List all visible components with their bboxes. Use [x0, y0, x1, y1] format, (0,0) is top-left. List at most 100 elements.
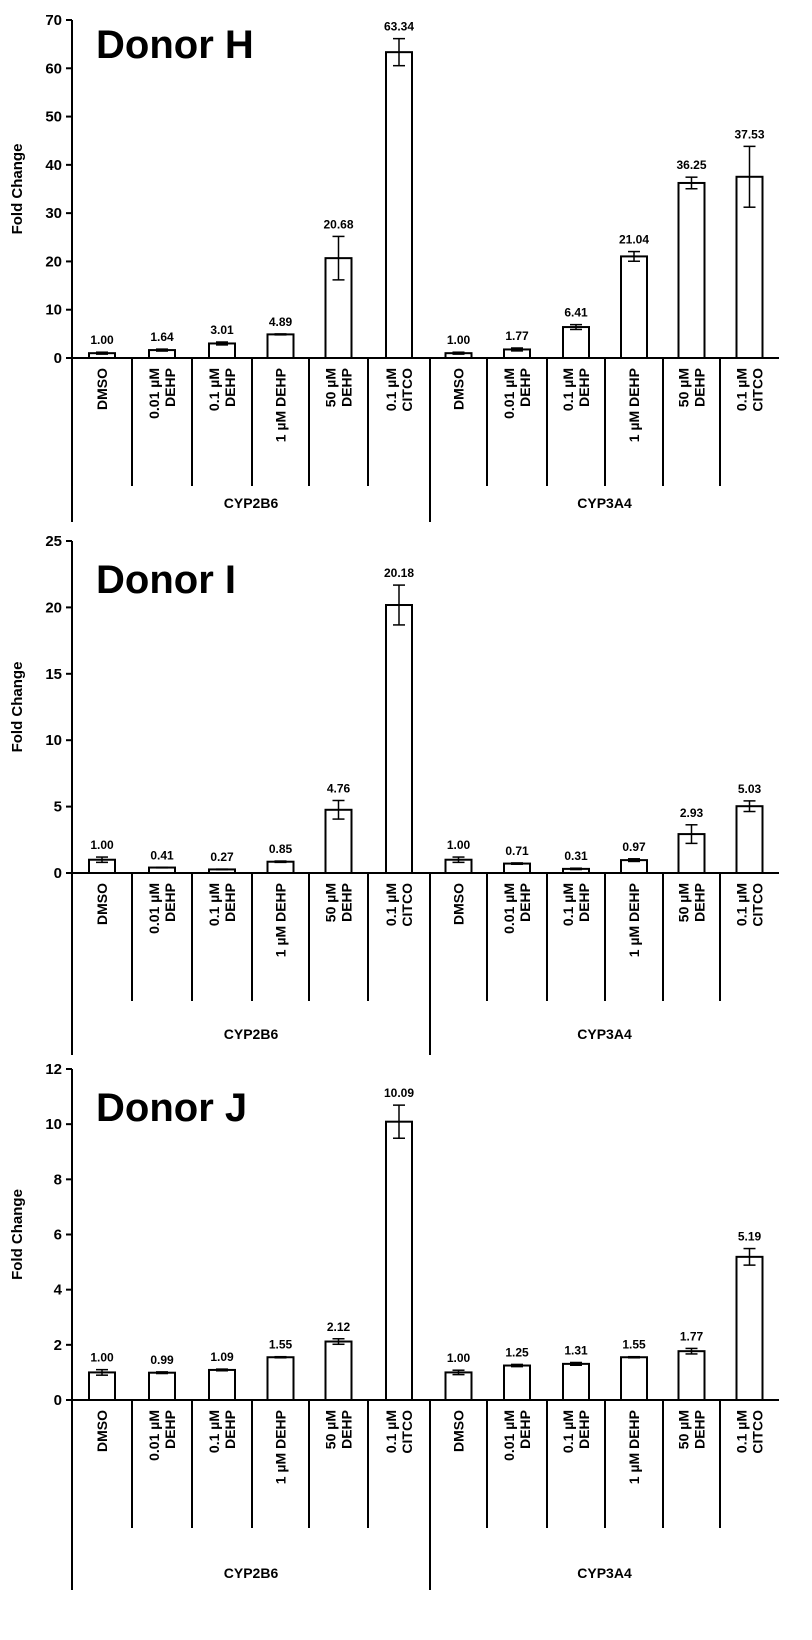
y-tick-label: 70 [45, 12, 62, 29]
bar [385, 51, 413, 359]
data-label: 0.41 [150, 848, 174, 862]
data-label: 1.00 [90, 1351, 114, 1365]
category-label: CITCO [750, 883, 766, 927]
category-label: 0.1 µM [560, 883, 576, 926]
y-tick-label: 30 [45, 205, 62, 222]
data-label: 0.85 [269, 842, 293, 856]
group-label: CYP3A4 [577, 1026, 632, 1042]
data-label: 0.31 [564, 849, 588, 863]
data-label: 6.41 [564, 306, 588, 320]
data-label: 1.64 [150, 330, 174, 344]
data-label: 2.93 [680, 806, 704, 820]
bar [385, 1120, 413, 1402]
category-label: 1 µM DEHP [626, 368, 642, 442]
bar [385, 604, 413, 874]
chart-title: Donor J [96, 1086, 247, 1130]
category-label: 0.1 µM [383, 1410, 399, 1453]
data-label: 1.00 [447, 333, 471, 347]
category-label: DEHP [162, 883, 178, 922]
y-axis-label: Fold Change [9, 1189, 26, 1280]
bar [266, 860, 295, 874]
bar [503, 1364, 531, 1402]
category-label: DEHP [222, 1410, 238, 1449]
chart-panel-donor-h: Donor H 0 10 20 30 40 50 60 70 Fold Change 1.00 DMS… [9, 12, 779, 522]
y-tick-label: 4 [54, 1282, 63, 1299]
category-label: DEHP [162, 1410, 178, 1449]
data-label: 1.31 [564, 1343, 588, 1357]
y-tick-label: 12 [45, 1061, 62, 1078]
category-label: CITCO [750, 1410, 766, 1454]
data-label: 5.19 [738, 1230, 762, 1244]
bar [677, 181, 706, 359]
data-label: 21.04 [619, 233, 649, 247]
category-label: 0.01 µM [501, 368, 517, 419]
category-label: CITCO [399, 368, 415, 412]
bar [562, 1362, 590, 1402]
category-label: 0.01 µM [501, 1410, 517, 1461]
category-label: DEHP [517, 883, 533, 922]
category-label: 1 µM DEHP [626, 883, 642, 957]
category-label: 0.01 µM [146, 1410, 162, 1461]
category-label: DMSO [451, 368, 467, 410]
bar [148, 1371, 176, 1402]
category-label: 0.01 µM [501, 883, 517, 934]
data-label: 1.55 [622, 1338, 646, 1352]
bar [620, 255, 648, 359]
y-tick-label: 20 [45, 253, 62, 270]
category-label: 0.1 µM [206, 368, 222, 411]
category-label: 50 µM [323, 368, 339, 407]
category-label: DEHP [576, 883, 592, 922]
y-tick-label: 10 [45, 1116, 62, 1133]
category-label: 1 µM DEHP [273, 1410, 289, 1484]
category-label: DMSO [451, 883, 467, 925]
y-tick-label: 5 [54, 799, 62, 816]
category-label: DEHP [692, 368, 708, 407]
data-label: 1.00 [90, 333, 114, 347]
data-label: 0.99 [150, 1353, 174, 1367]
category-label: 0.1 µM [734, 883, 750, 926]
chart-title: Donor I [96, 558, 236, 602]
category-label: 50 µM [676, 883, 692, 922]
data-label: 0.71 [505, 844, 529, 858]
category-label: DMSO [94, 1410, 110, 1452]
category-label: 1 µM DEHP [273, 368, 289, 442]
group-label: CYP2B6 [224, 495, 279, 511]
category-label: 0.1 µM [734, 368, 750, 411]
data-label: 1.09 [210, 1350, 234, 1364]
data-label: 0.97 [622, 840, 646, 854]
data-label: 0.27 [210, 850, 234, 864]
category-label: DEHP [222, 883, 238, 922]
category-label: 1 µM DEHP [273, 883, 289, 957]
data-label: 1.25 [505, 1345, 529, 1359]
category-label: 50 µM [676, 1410, 692, 1449]
chart-panel-donor-i: Donor I 0 5 10 15 20 25 Fold Change 1.00 DMSO 0.41… [9, 533, 779, 1055]
category-label: DEHP [576, 1410, 592, 1449]
data-label: 63.34 [384, 20, 414, 34]
data-label: 3.01 [210, 323, 234, 337]
bar [266, 333, 295, 359]
category-label: 0.1 µM [560, 368, 576, 411]
category-label: DEHP [339, 883, 355, 922]
category-label: DEHP [517, 1410, 533, 1449]
y-tick-label: 0 [54, 350, 62, 367]
y-tick-label: 25 [45, 533, 62, 550]
bar [735, 1255, 764, 1402]
bar [620, 1356, 648, 1402]
data-label: 10.09 [384, 1086, 414, 1100]
y-tick-label: 0 [54, 1392, 62, 1409]
data-label: 1.77 [505, 329, 529, 343]
bar [562, 326, 590, 360]
bar [677, 1350, 706, 1401]
group-label: CYP2B6 [224, 1565, 279, 1581]
category-label: 50 µM [323, 883, 339, 922]
category-label: 0.1 µM [383, 883, 399, 926]
bar [208, 1368, 236, 1402]
category-label: 0.01 µM [146, 883, 162, 934]
category-label: 50 µM [676, 368, 692, 407]
bar [735, 805, 764, 874]
category-label: DEHP [692, 1410, 708, 1449]
y-axis-label: Fold Change [9, 662, 26, 753]
data-label: 20.68 [323, 217, 353, 231]
category-label: CITCO [399, 883, 415, 927]
category-label: DMSO [451, 1410, 467, 1452]
